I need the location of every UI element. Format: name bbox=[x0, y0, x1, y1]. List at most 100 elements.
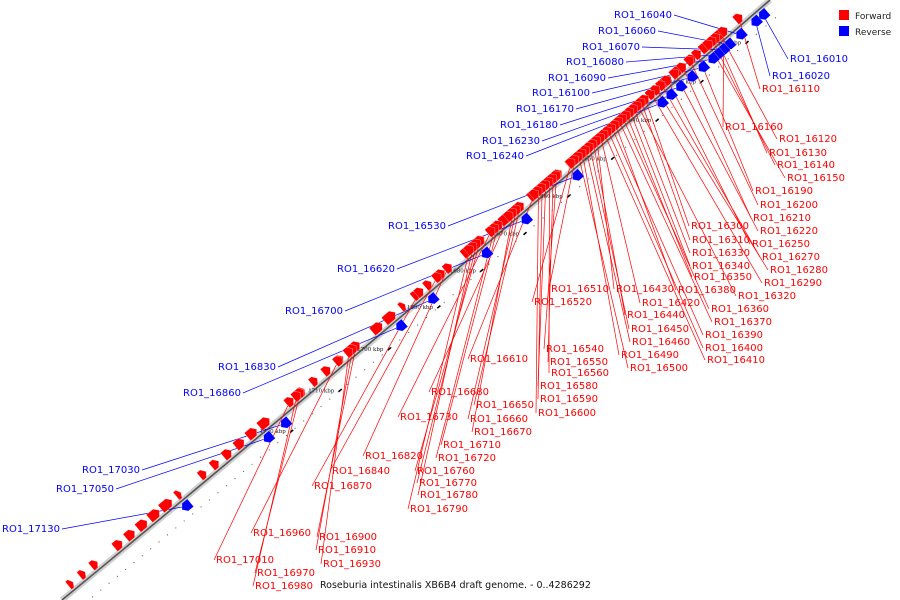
scale-tick bbox=[610, 156, 615, 161]
scale-dot bbox=[346, 383, 348, 386]
forward-feature bbox=[145, 508, 160, 523]
gene-label-ro1-16120: RO1_16120 bbox=[779, 134, 837, 145]
scale-dot bbox=[718, 66, 720, 68]
gene-label-ro1-16140: RO1_16140 bbox=[777, 160, 835, 171]
leader-line bbox=[575, 76, 692, 110]
reverse-feature-ro1-16830 bbox=[427, 291, 441, 305]
scale-dot bbox=[192, 513, 194, 515]
gene-label-ro1-16390: RO1_16390 bbox=[705, 330, 763, 341]
scale-tick bbox=[436, 304, 441, 309]
scale-dot bbox=[183, 520, 185, 522]
scale-tick-label: 1660 kbp bbox=[537, 194, 564, 200]
leader-line bbox=[344, 253, 487, 312]
gene-label-ro1-16450: RO1_16450 bbox=[631, 324, 689, 335]
leader-line bbox=[633, 108, 691, 254]
gene-label-ro1-16510: RO1_16510 bbox=[551, 284, 609, 295]
forward-feature bbox=[134, 519, 148, 533]
gene-label-ro1-16100: RO1_16100 bbox=[532, 88, 590, 99]
gene-label-ro1-16710: RO1_16710 bbox=[443, 440, 501, 451]
gene-label-ro1-16490: RO1_16490 bbox=[621, 350, 679, 361]
scale-dot bbox=[116, 575, 118, 577]
gene-label-ro1-16040: RO1_16040 bbox=[614, 10, 672, 21]
leader-line bbox=[447, 175, 577, 227]
scale-dot bbox=[542, 217, 544, 219]
leader-line bbox=[656, 88, 769, 271]
forward-feature bbox=[381, 310, 396, 326]
forward-feature bbox=[244, 427, 258, 441]
gene-label-ro1-16060: RO1_16060 bbox=[598, 26, 656, 37]
leader-line bbox=[641, 101, 691, 241]
reverse-feature-ro1-16040 bbox=[735, 27, 749, 40]
forward-feature bbox=[111, 539, 123, 552]
gene-label-ro1-16430: RO1_16430 bbox=[616, 284, 674, 295]
reverse-feature-ro1-16020 bbox=[751, 14, 764, 27]
scale-dot bbox=[765, 25, 767, 27]
gene-label-ro1-16680: RO1_16680 bbox=[431, 387, 489, 398]
gene-label-ro1-16340: RO1_16340 bbox=[692, 261, 750, 272]
scale-dot bbox=[625, 146, 627, 148]
leader-line bbox=[611, 127, 704, 336]
scale-dot bbox=[329, 398, 331, 400]
scale-dot bbox=[355, 376, 357, 378]
scale-dot bbox=[399, 339, 401, 341]
gene-label-ro1-16020: RO1_16020 bbox=[772, 71, 830, 82]
forward-feature bbox=[232, 438, 245, 451]
leader-line bbox=[629, 111, 691, 267]
reverse-feature-ro1-17050 bbox=[263, 430, 276, 443]
scale-dot bbox=[108, 582, 110, 584]
leader-line bbox=[674, 72, 759, 232]
gene-label-ro1-16770: RO1_16770 bbox=[419, 478, 477, 489]
gene-label-ro1-16660: RO1_16660 bbox=[470, 414, 528, 425]
scale-tick-label: 1720 kbp bbox=[260, 429, 287, 435]
gene-label-ro1-16380: RO1_16380 bbox=[678, 285, 736, 296]
gene-label-ro1-16960: RO1_16960 bbox=[253, 528, 311, 539]
scale-dot bbox=[294, 427, 296, 429]
scale-tick bbox=[745, 40, 750, 45]
forward-feature-ro1-16980 bbox=[290, 391, 301, 403]
backbone-arc-line bbox=[61, 0, 771, 600]
scale-dot bbox=[381, 354, 383, 356]
leader-line bbox=[708, 43, 786, 179]
leader-line bbox=[715, 37, 768, 154]
leader-line bbox=[719, 33, 778, 140]
reverse-feature-ro1-16240 bbox=[657, 95, 670, 108]
scale-dot bbox=[100, 589, 102, 591]
reverse-feature-ro1-16620 bbox=[521, 212, 534, 225]
reverse-feature-ro1-16170 bbox=[687, 69, 700, 83]
gene-label-ro1-16840: RO1_16840 bbox=[332, 466, 390, 477]
leader-line bbox=[416, 242, 478, 484]
forward-feature-ro1-16110 bbox=[731, 13, 743, 25]
forward-feature bbox=[208, 459, 219, 471]
gene-label-ro1-16180: RO1_16180 bbox=[500, 120, 558, 131]
leader-line bbox=[141, 423, 286, 471]
scale-dot bbox=[579, 186, 581, 188]
scale-dot bbox=[443, 301, 445, 303]
gene-label-ro1-16530: RO1_16530 bbox=[388, 221, 446, 232]
gene-label-ro1-16230: RO1_16230 bbox=[482, 136, 540, 147]
scale-dot bbox=[671, 106, 673, 108]
forward-feature-ro1-16840 bbox=[430, 272, 442, 284]
legend-forward-swatch bbox=[839, 10, 849, 20]
forward-feature bbox=[421, 280, 432, 292]
forward-feature-ro1-16250 bbox=[660, 75, 672, 87]
gene-label-ro1-16320: RO1_16320 bbox=[738, 291, 796, 302]
gene-label-ro1-16520: RO1_16520 bbox=[534, 297, 592, 308]
leader-line bbox=[762, 15, 789, 60]
leader-line bbox=[596, 140, 615, 290]
scale-dot bbox=[141, 555, 143, 557]
scale-dot bbox=[251, 463, 253, 465]
scale-dot bbox=[416, 324, 419, 326]
forward-feature bbox=[122, 529, 135, 543]
gene-label-ro1-16870: RO1_16870 bbox=[314, 481, 372, 492]
scale-dot bbox=[217, 492, 219, 494]
scale-dot bbox=[268, 449, 270, 451]
leader-line bbox=[625, 54, 718, 63]
leader-line bbox=[622, 117, 710, 310]
leader-line bbox=[115, 437, 269, 490]
scale-dot bbox=[497, 256, 499, 258]
gene-label-ro1-16590: RO1_16590 bbox=[540, 394, 598, 405]
reverse-feature-ro1-16010 bbox=[758, 7, 771, 21]
forward-feature bbox=[172, 490, 183, 501]
forward-feature-ro1-16190 bbox=[690, 49, 702, 61]
